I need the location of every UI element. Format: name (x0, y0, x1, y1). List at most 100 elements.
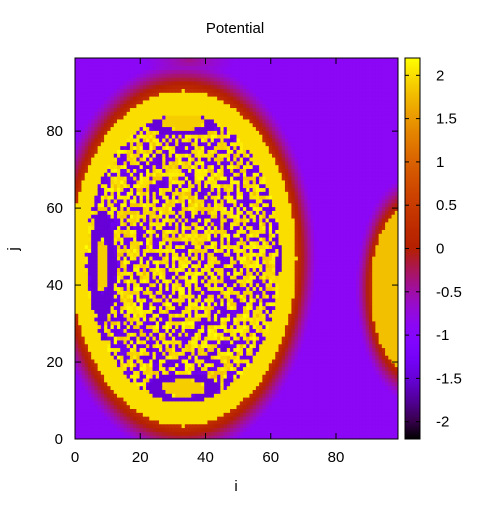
heatmap-cell (220, 343, 225, 349)
heatmap-cell (100, 317, 105, 322)
heatmap-cell (259, 419, 263, 425)
heatmap-cells (75, 58, 399, 440)
heatmap-cell (107, 427, 112, 432)
heatmap-cell (100, 378, 105, 383)
heatmap-cell (217, 378, 221, 383)
heatmap-cell (378, 328, 383, 333)
heatmap-cell (362, 419, 367, 425)
heatmap-cell (349, 397, 354, 402)
heatmap-cell (275, 248, 279, 253)
heatmap-cell (233, 305, 237, 310)
heatmap-cell (307, 301, 312, 307)
heatmap-cell (252, 355, 257, 360)
heatmap-cell (275, 313, 279, 318)
heatmap-cell (133, 412, 137, 417)
heatmap-cell (378, 374, 383, 379)
heatmap-cell (333, 355, 338, 360)
heatmap-cell (385, 252, 389, 257)
heatmap-cell (288, 294, 292, 299)
heatmap-cell (142, 309, 147, 314)
heatmap-cell (394, 339, 399, 345)
heatmap-cell (84, 435, 89, 440)
heatmap-cell (97, 275, 102, 280)
heatmap-cell (330, 278, 334, 284)
heatmap-cell (381, 305, 386, 310)
heatmap-cell (210, 362, 215, 368)
heatmap-cell (281, 389, 286, 394)
heatmap-cell (301, 378, 305, 383)
heatmap-cell (239, 301, 244, 307)
heatmap-cell (297, 336, 302, 341)
heatmap-cell (116, 404, 121, 410)
heatmap-cell (294, 400, 299, 406)
heatmap-cell (320, 294, 325, 299)
heatmap-cell (230, 343, 234, 349)
heatmap-cell (217, 370, 221, 375)
heatmap-cell (381, 263, 386, 269)
heatmap-cell (320, 282, 325, 288)
heatmap-cell (181, 355, 186, 360)
heatmap-cell (104, 400, 108, 406)
heatmap-cell (178, 408, 183, 413)
heatmap-cell (259, 339, 263, 345)
heatmap-cell (181, 358, 186, 364)
heatmap-cell (223, 393, 228, 398)
heatmap-cell (162, 282, 166, 288)
heatmap-cell (242, 362, 247, 368)
heatmap-cell (349, 286, 354, 291)
heatmap-cell (375, 259, 380, 265)
heatmap-cell (129, 366, 134, 371)
heatmap-cell (236, 301, 241, 307)
heatmap-cell (129, 298, 134, 303)
heatmap-cell (365, 408, 370, 413)
heatmap-cell (278, 389, 283, 394)
heatmap-cell (242, 416, 247, 421)
heatmap-cell (346, 347, 351, 352)
heatmap-cell (233, 339, 237, 345)
heatmap-cell (259, 400, 263, 406)
heatmap-cell (365, 324, 370, 330)
heatmap-cell (394, 317, 399, 322)
heatmap-cell (310, 248, 315, 253)
heatmap-cell (323, 362, 328, 368)
heatmap-cell (288, 275, 292, 280)
heatmap-cell (75, 305, 79, 310)
heatmap-cell (343, 290, 347, 295)
heatmap-cell (252, 301, 257, 307)
heatmap-cell (133, 324, 137, 330)
heatmap-cell (220, 435, 225, 440)
heatmap-cell (181, 271, 186, 276)
heatmap-cell (175, 267, 179, 272)
heatmap-cell (372, 389, 376, 394)
heatmap-cell (262, 385, 267, 390)
heatmap-cell (388, 408, 393, 413)
heatmap-cell (333, 252, 338, 257)
heatmap-cell (123, 328, 128, 333)
heatmap-cell (178, 343, 183, 349)
heatmap-cell (346, 343, 351, 349)
heatmap-cell (142, 378, 147, 383)
heatmap-cell (365, 294, 370, 299)
heatmap-cell (139, 412, 144, 417)
heatmap-cell (310, 408, 315, 413)
heatmap-cell (236, 332, 241, 337)
heatmap-cell (107, 317, 112, 322)
heatmap-cell (149, 282, 154, 288)
heatmap-cell (304, 362, 309, 368)
heatmap-cell (375, 282, 380, 288)
heatmap-cell (126, 351, 131, 356)
heatmap-cell (323, 419, 328, 425)
heatmap-cell (381, 332, 386, 337)
heatmap-cell (168, 317, 173, 322)
heatmap-cell (343, 267, 347, 272)
heatmap-cell (236, 248, 241, 253)
heatmap-cell (133, 355, 137, 360)
heatmap-cell (136, 282, 141, 288)
heatmap-cell (188, 336, 192, 341)
heatmap-cell (217, 431, 221, 436)
heatmap-cell (84, 282, 89, 288)
heatmap-cell (194, 275, 199, 280)
heatmap-cell (339, 282, 344, 288)
heatmap-cell (113, 389, 118, 394)
heatmap-cell (368, 381, 373, 387)
